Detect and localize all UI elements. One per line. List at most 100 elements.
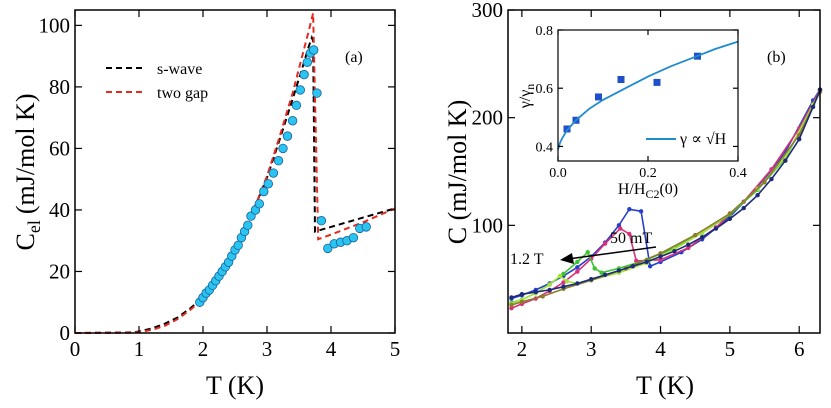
field-curve-1-point <box>575 269 580 274</box>
panel-b-ticks: 2 3 4 5 6 100 200 300 <box>472 0 820 361</box>
field-curve-2-point <box>585 250 590 255</box>
panel-b-xtick-label: 3 <box>586 337 597 361</box>
inset-xtick-label: 0.4 <box>729 166 747 181</box>
field-curve-2-point <box>561 271 566 276</box>
data-point <box>295 85 305 95</box>
field-arrow-head <box>560 253 574 264</box>
data-point <box>287 116 298 126</box>
annotation-1-2T: 1.2 T <box>510 251 544 268</box>
field-curve-1-point <box>627 231 632 237</box>
inset: 0.0 0.2 0.40.40.60.8 γ ∝ √H H/HC2(0) γ/γn <box>517 24 747 201</box>
panel-a: 0 1 2 3 4 5 0 20 40 60 80 100 (a) s-wave two gap T … <box>11 9 401 400</box>
panel-a-ytick-label: 80 <box>49 75 70 99</box>
field-curve-5-point <box>630 264 635 269</box>
inset-data-square <box>653 78 661 86</box>
series-s-wave-line <box>74 34 396 334</box>
field-curve-5-point <box>755 192 760 198</box>
data-point <box>309 45 319 55</box>
data-point <box>254 199 265 209</box>
inset-xlabel-main: H/H <box>618 181 646 198</box>
panel-a-ylabel: Cel (mJ/mol K) <box>11 94 44 251</box>
panel-a-ylabel-unit: (mJ/mol K) <box>11 94 40 215</box>
panel-a-ytick-label: 40 <box>49 198 70 222</box>
data-point <box>273 156 284 166</box>
panel-a-ylabel-sub: el <box>24 220 44 233</box>
data-point <box>361 222 371 232</box>
panel-b-xtick-label: 6 <box>794 337 805 361</box>
inset-ylabel: γ/γn <box>517 84 537 110</box>
field-curve-0-point <box>575 265 580 270</box>
field-curve-0-point <box>647 264 653 269</box>
inset-ticks: 0.0 0.2 0.4 0.4 0.6 0.8 <box>536 24 747 181</box>
field-curve-2-point <box>592 266 597 271</box>
field-curve-5-point <box>519 292 525 297</box>
panel-a-plot-area <box>74 12 396 334</box>
field-curve-5-point <box>547 287 552 293</box>
field-curve-5-point <box>769 176 774 182</box>
field-curve-1-point <box>602 241 608 246</box>
panel-b-ytick-label: 100 <box>472 213 504 237</box>
panel-b: 2 3 4 5 6 100 200 300 (b) 50 mT 1.2 T T (K) C (… <box>443 0 823 400</box>
data-point <box>243 220 253 231</box>
panel-a-xtick-label: 3 <box>262 337 273 361</box>
field-curve-4-point <box>693 232 698 238</box>
panel-a-xtick-label: 0 <box>70 337 81 361</box>
data-point <box>302 57 313 67</box>
panel-a-xtick-label: 5 <box>390 337 401 361</box>
inset-xtick-label: 0.2 <box>639 166 657 181</box>
inset-data-square <box>563 125 571 133</box>
data-point <box>323 243 333 254</box>
field-curve-5-point <box>575 281 580 286</box>
field-curve-5-point <box>741 205 746 211</box>
data-point <box>316 216 327 226</box>
field-curve-4-point <box>509 302 514 308</box>
data-point <box>263 179 273 189</box>
panel-a-xlabel: T (K) <box>206 371 264 400</box>
data-point <box>291 100 302 111</box>
field-curve-5-point <box>658 254 663 259</box>
data-point <box>348 232 359 243</box>
panel-b-plot-area <box>509 87 823 311</box>
panel-a-ytick-label: 20 <box>49 259 70 283</box>
field-curve-5-point <box>699 234 705 240</box>
field-curve-5-point <box>616 268 622 273</box>
field-curve-5-point <box>783 158 788 163</box>
field-curve-4 <box>511 91 821 306</box>
field-curve-0-point <box>638 209 644 214</box>
inset-ytick-label: 0.6 <box>536 82 554 97</box>
field-arrow-line <box>567 246 657 260</box>
inset-ylabel-den: γ <box>517 90 534 98</box>
panel-b-xtick-label: 5 <box>725 337 736 361</box>
field-curve-5-point <box>686 242 691 247</box>
field-curve-1-point <box>618 226 623 231</box>
panel-a-ytick-label: 60 <box>49 136 70 160</box>
legend-label-s-wave: s-wave <box>157 61 202 78</box>
field-curve-3-point <box>557 273 563 279</box>
panel-a-xtick-label: 1 <box>134 337 145 361</box>
panel-b-ytick-label: 300 <box>472 0 504 22</box>
field-curve-5-point <box>672 248 677 254</box>
panel-b-ytick-label: 200 <box>472 106 504 130</box>
data-point <box>278 143 288 154</box>
inset-ytick-label: 0.8 <box>536 24 554 39</box>
data-point <box>312 88 322 98</box>
inset-xlabel-tail: (0) <box>659 181 678 198</box>
field-curve-1-point <box>686 245 691 251</box>
annotation-50mT: 50 mT <box>610 230 652 247</box>
field-curve-5-point <box>602 272 608 278</box>
panel-b-xtick-label: 2 <box>517 337 528 361</box>
field-curve-5 <box>511 89 821 299</box>
inset-data-square <box>617 75 625 83</box>
field-curve-5-point <box>561 284 566 289</box>
inset-legend-label: γ ∝ √H <box>679 131 727 148</box>
panel-a-label: (a) <box>345 49 363 66</box>
inset-plot-area <box>557 40 739 150</box>
field-curve-4-point <box>658 251 663 256</box>
panel-a-ytick-label: 100 <box>39 13 71 37</box>
inset-xtick-label: 0.0 <box>549 166 567 181</box>
field-curve-5-point <box>533 289 538 295</box>
field-curve-4-point <box>519 299 525 304</box>
series-two-gap-line <box>74 12 396 334</box>
field-curve-2-point <box>575 259 580 265</box>
field-curve-4-point <box>540 294 545 299</box>
